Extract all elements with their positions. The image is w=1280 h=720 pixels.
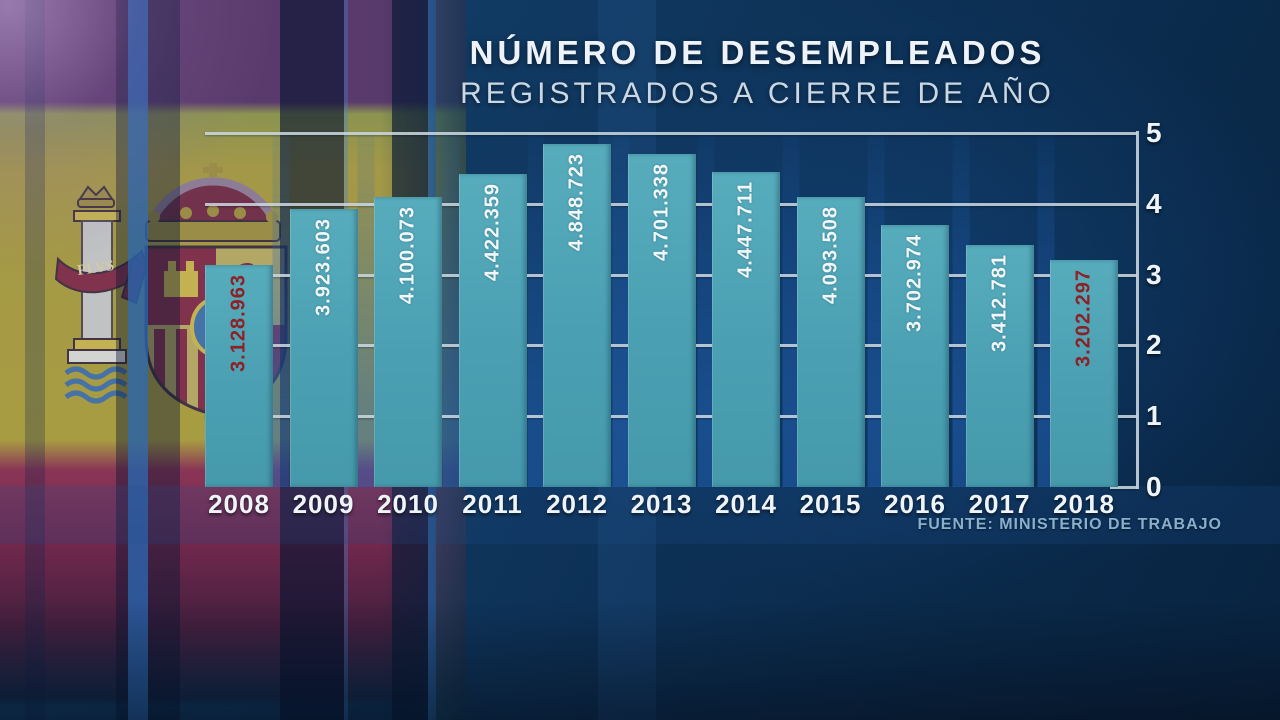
year-label-2010: 2010 xyxy=(377,489,439,519)
y-tick-label-5: 5 xyxy=(1146,117,1162,148)
bottom-vignette xyxy=(0,600,1280,720)
chart-title: NÚMERO DE DESEMPLEADOS xyxy=(469,34,1046,71)
bar-value-label-2012: 4.848.723 xyxy=(565,152,588,251)
chart-subtitle: REGISTRADOS A CIERRE DE AÑO xyxy=(460,77,1055,110)
y-axis-line xyxy=(1136,131,1139,489)
y-tick-label-1: 1 xyxy=(1146,400,1162,432)
bar-value-label-2009: 3.923.603 xyxy=(312,218,334,317)
year-label-2011: 2011 xyxy=(462,489,523,519)
y-tick-label-0: 0 xyxy=(1146,471,1162,502)
year-label-2017: 2017 xyxy=(968,489,1031,519)
chart-header: NÚMERO DE DESEMPLEADOS REGISTRADOS A CIE… xyxy=(340,34,1175,111)
bar-value-label-2018: 3.202.297 xyxy=(1072,269,1095,368)
bar-2016: 3.702.974 xyxy=(881,224,949,487)
bar-2010: 4.100.073 xyxy=(374,196,442,487)
bar-value-label-2016: 3.702.974 xyxy=(903,233,926,332)
bar-2009: 3.923.603 xyxy=(289,209,358,487)
x-axis-labels: 2008 2009 2010 2011 2012 2013 2014 2015 2016 2017… xyxy=(205,489,1118,520)
bar-value-label-2008: 3.128.963 xyxy=(227,274,250,373)
bar-2014: 4.447.711 xyxy=(712,172,780,487)
bar-value-label-2013: 4.701.338 xyxy=(650,163,672,262)
bar-2011: 4.422.359 xyxy=(458,173,527,487)
bar-2012: 4.848.723 xyxy=(543,143,611,487)
y-tick-label-4: 4 xyxy=(1146,187,1162,219)
bars-layer: 3.128.963 3.923.603 4.100.073 4.422.359 4.84… xyxy=(205,0,1118,487)
year-label-2009: 2009 xyxy=(292,489,355,519)
gridline-5 xyxy=(205,132,1137,135)
year-label-2014: 2014 xyxy=(715,489,777,519)
bottom-band xyxy=(0,486,1280,544)
bar-value-label-2010: 4.100.073 xyxy=(396,205,419,304)
y-tick-label-2: 2 xyxy=(1146,329,1162,361)
year-label-2016: 2016 xyxy=(884,489,946,519)
year-label-2018: 2018 xyxy=(1053,489,1115,519)
bar-2018: 3.202.297 xyxy=(1050,260,1118,487)
year-label-2012: 2012 xyxy=(546,489,608,519)
bar-2013: 4.701.338 xyxy=(627,154,696,487)
y-tick-label-3: 3 xyxy=(1146,258,1162,290)
year-label-2013: 2013 xyxy=(630,489,693,519)
source-caption: FUENTE: MINISTERIO DE TRABAJO xyxy=(917,516,1222,533)
bar-value-label-2011: 4.422.359 xyxy=(481,182,503,281)
bar-value-label-2015: 4.093.508 xyxy=(819,206,841,305)
bar-2017: 3.412.781 xyxy=(965,245,1034,487)
bar-value-label-2014: 4.447.711 xyxy=(734,181,757,278)
gridline-0 xyxy=(1110,486,1137,489)
year-label-2008: 2008 xyxy=(208,489,270,519)
bar-2015: 4.093.508 xyxy=(796,197,865,487)
bar-2008: 3.128.963 xyxy=(205,265,273,487)
year-label-2015: 2015 xyxy=(799,489,862,519)
bar-value-label-2017: 3.412.781 xyxy=(988,254,1010,353)
